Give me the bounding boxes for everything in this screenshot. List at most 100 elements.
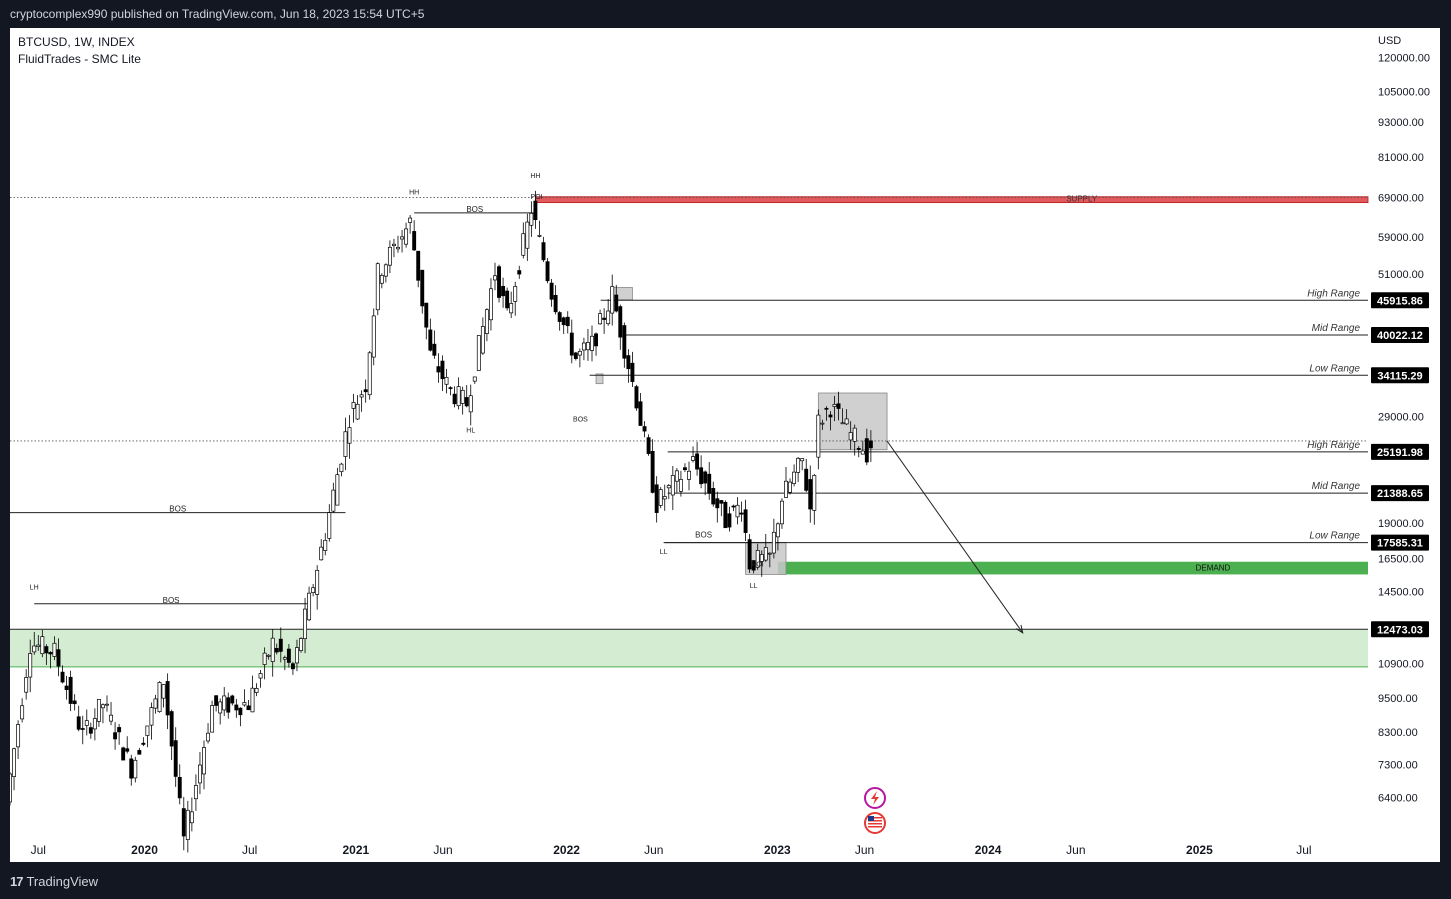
candle-body xyxy=(864,438,869,463)
candle-body xyxy=(206,732,210,742)
candle-body xyxy=(323,539,328,551)
candle-body xyxy=(626,355,631,370)
candle-body xyxy=(743,509,748,533)
candle-body xyxy=(359,394,364,398)
candle-body xyxy=(771,531,776,554)
candle-body xyxy=(868,440,873,449)
candle-body xyxy=(460,389,465,404)
time-tick-label: Jun xyxy=(644,843,663,857)
candle-body xyxy=(581,342,586,351)
price-tick-label: 14500.00 xyxy=(1378,586,1424,598)
candle-body xyxy=(614,294,619,312)
candle-body xyxy=(198,764,202,784)
candle-body xyxy=(828,414,833,418)
candle-body xyxy=(60,671,65,683)
candle-body xyxy=(408,217,413,223)
demand-zone xyxy=(777,561,1368,575)
candle-body xyxy=(226,697,231,713)
candle-body xyxy=(836,403,841,409)
candle-body xyxy=(493,275,497,281)
candle-body xyxy=(759,554,764,562)
candle-body xyxy=(541,242,546,261)
candle-body xyxy=(32,645,37,653)
range-label: High Range xyxy=(1307,288,1360,299)
bos-label: BOS xyxy=(695,531,712,540)
tradingview-logo[interactable]: 17 TradingView xyxy=(10,874,98,889)
zones-layer: SUPPLY DEMAND xyxy=(10,195,1369,668)
candle-body xyxy=(840,422,845,425)
structure-annotation: HL xyxy=(466,427,475,434)
candle-body xyxy=(185,809,190,840)
candle-body xyxy=(735,504,740,518)
price-tick-label: 9500.00 xyxy=(1378,693,1418,705)
candle-body xyxy=(505,290,510,309)
candle-body xyxy=(149,707,154,726)
candle-body xyxy=(234,704,239,711)
candle-body xyxy=(379,275,384,284)
bos-label: BOS xyxy=(466,205,483,214)
time-tick-label: 2022 xyxy=(553,843,580,857)
price-tag xyxy=(1371,443,1429,460)
candle-body xyxy=(763,547,768,561)
candle-body xyxy=(800,458,805,462)
candle-body xyxy=(165,681,170,716)
indicator-label: FluidTrades - SMC Lite xyxy=(18,52,141,66)
candle-body xyxy=(274,648,279,653)
time-tick-label: 2020 xyxy=(131,843,158,857)
candle-body xyxy=(784,480,788,498)
candle-body xyxy=(792,471,797,484)
candle-body xyxy=(695,453,700,470)
price-tick-label: 19000.00 xyxy=(1378,518,1424,530)
candle-body xyxy=(816,414,821,458)
candle-body xyxy=(137,750,142,755)
candle-body xyxy=(262,652,267,665)
candle-body xyxy=(56,649,61,667)
range-label: Low Range xyxy=(1309,363,1360,374)
candle-body xyxy=(24,677,29,693)
candle-body xyxy=(638,401,643,426)
candle-body xyxy=(448,387,453,389)
price-tag xyxy=(1371,292,1429,309)
price-tick-label: 81000.00 xyxy=(1378,152,1424,164)
price-tick-label: 59000.00 xyxy=(1378,232,1424,244)
symbol-label: BTCUSD, 1W, INDEX xyxy=(18,35,135,49)
time-tick-label: Jun xyxy=(1066,843,1085,857)
candle-body xyxy=(396,246,400,250)
candle-body xyxy=(355,403,360,420)
price-tag-label: 40022.12 xyxy=(1377,330,1423,342)
candle-body xyxy=(476,335,481,371)
candle-body xyxy=(92,718,97,730)
price-chart[interactable]: SUPPLY DEMAND High Range Mid Range Low Rang… xyxy=(10,28,1440,862)
candle-body xyxy=(586,342,590,351)
tradingview-logo-icon: 17 xyxy=(10,874,24,889)
candle-body xyxy=(173,740,178,777)
candle-body xyxy=(210,705,215,733)
range-label: High Range xyxy=(1307,440,1360,451)
range-label: Mid Range xyxy=(1312,481,1361,492)
us-flag-stripe xyxy=(868,826,882,828)
price-tick-label: 93000.00 xyxy=(1378,117,1424,129)
price-tick-label: 120000.00 xyxy=(1378,53,1430,65)
annotations-layer: LH HH HH POI HL BOS LL LL POI xyxy=(30,173,1024,634)
chart-panel[interactable]: SUPPLY DEMAND High Range Mid Range Low Rang… xyxy=(10,28,1440,862)
structure-annotation: LL xyxy=(660,549,668,556)
candle-body xyxy=(105,703,109,706)
chart-legend: BTCUSD, 1W, INDEX FluidTrades - SMC Lite xyxy=(18,34,141,68)
candle-body xyxy=(497,266,501,298)
candle-body xyxy=(537,234,542,237)
time-tick-label: Jun xyxy=(433,843,452,857)
candle-body xyxy=(456,386,461,407)
time-tick-label: 2024 xyxy=(975,843,1002,857)
candle-body xyxy=(303,608,307,640)
candle-body xyxy=(28,653,33,678)
price-tag-label: 12473.03 xyxy=(1377,624,1423,636)
candle-body xyxy=(788,481,792,493)
candle-body xyxy=(654,484,659,513)
candle-body xyxy=(602,317,607,320)
price-tag xyxy=(1371,621,1429,638)
candle-body xyxy=(468,395,473,413)
candle-body xyxy=(52,642,57,657)
price-tag-label: 25191.98 xyxy=(1377,447,1423,459)
candle-body xyxy=(64,685,69,690)
candle-body xyxy=(250,687,255,713)
